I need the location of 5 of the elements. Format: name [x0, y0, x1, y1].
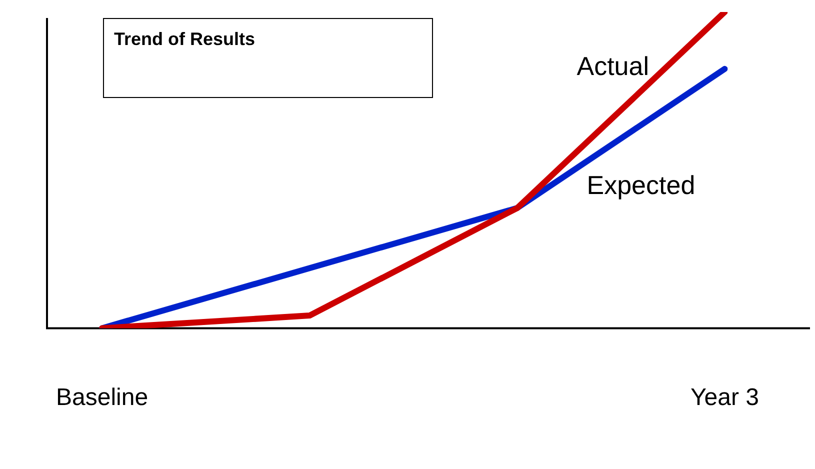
series-label: Actual	[576, 51, 650, 82]
x-tick-label: Year 3	[690, 384, 760, 412]
series-label: Expected	[586, 170, 696, 200]
x-tick-label: Baseline	[56, 384, 148, 412]
title-box: Trend of Results	[103, 18, 433, 98]
